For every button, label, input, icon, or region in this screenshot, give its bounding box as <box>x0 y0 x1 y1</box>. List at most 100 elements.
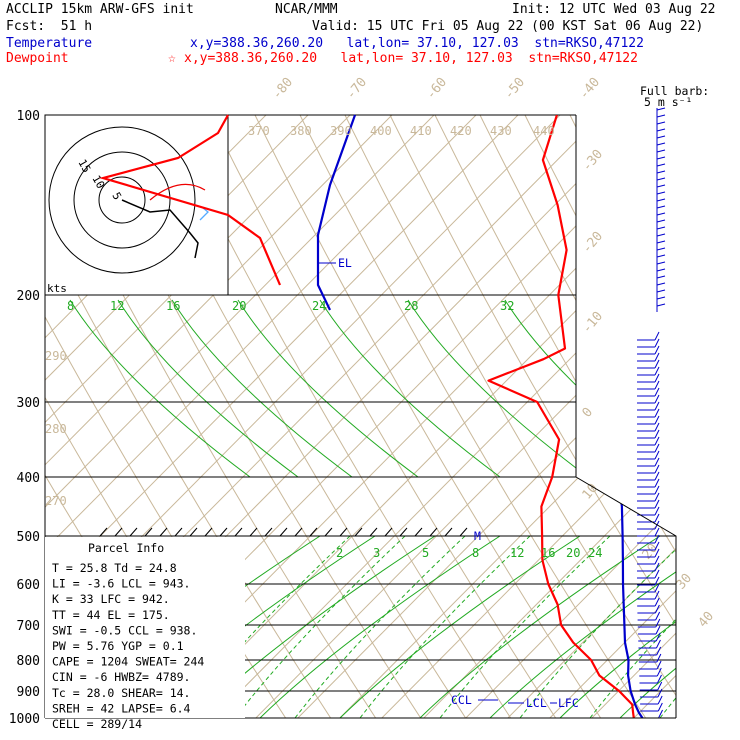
moist-adiabat-line <box>519 548 676 718</box>
moist-adiabat-line <box>359 536 531 718</box>
wind-barb <box>656 261 666 265</box>
dewpoint-legend: Dewpoint <box>6 51 69 66</box>
wind-barb-flag <box>654 373 660 383</box>
isotherm-label: -50 <box>502 75 529 103</box>
wind-barb-flag <box>654 485 660 495</box>
hodograph-rings <box>48 126 209 274</box>
temperature-legend: Temperature <box>6 36 92 51</box>
isotherm-line <box>569 115 676 718</box>
dry-adiabat-line <box>45 115 346 718</box>
wind-barb <box>656 177 666 181</box>
wind-barb-flag <box>654 576 660 586</box>
boundary-hatch <box>159 527 168 537</box>
mixing-ratio-line <box>339 536 581 718</box>
wind-barb-flag <box>656 646 662 656</box>
dry-adiabat-line <box>254 115 616 718</box>
mixing-ratio-label: 12 <box>510 546 524 560</box>
dry-adiabat-line <box>705 115 740 740</box>
dewpoint-station-info: x,y=388.36,260.20 lat,lon= 37.10, 127.03… <box>184 51 638 66</box>
wind-barb-flag <box>654 450 660 460</box>
boundary-hatch <box>444 527 453 537</box>
mixing-ratio-line <box>171 299 353 477</box>
isotherm-label: 0 <box>580 405 597 421</box>
wind-barb <box>656 226 666 230</box>
hodograph-trace <box>121 199 199 259</box>
isotherm-label: -70 <box>344 75 371 103</box>
mixing-ratio-line <box>69 299 251 477</box>
theta-label: 440 <box>533 124 555 138</box>
wind-barb-flag <box>654 331 660 341</box>
wind-barb-flag <box>654 345 660 355</box>
wind-barb <box>656 198 666 202</box>
pressure-tick-label: 900 <box>17 685 40 700</box>
mixing-ratio-line <box>237 299 419 477</box>
mixing-ratio-line <box>319 299 501 477</box>
wind-barb-flag <box>654 597 660 607</box>
pressure-tick-label: 600 <box>17 578 40 593</box>
wind-barb-flag <box>654 471 660 481</box>
isotherm-label: -30 <box>580 147 607 175</box>
theta-label: 430 <box>490 124 512 138</box>
wind-barb-flag <box>657 695 663 705</box>
boundary-hatch <box>219 527 228 537</box>
wind-barb-flag <box>657 674 662 684</box>
isotherm-label: -60 <box>424 75 451 103</box>
wind-barb-flag <box>654 506 660 516</box>
hodograph-ring <box>48 126 196 274</box>
wind-barb-flag <box>654 590 660 600</box>
mixing-ratio-label: 16 <box>541 546 555 560</box>
wind-barb <box>656 289 666 293</box>
wind-barb <box>656 303 666 307</box>
wind-barb-flag <box>654 352 660 362</box>
wind-barb <box>656 219 666 223</box>
wind-barb-flag <box>654 436 660 446</box>
wind-barb-flag <box>654 338 660 348</box>
theta-label-left: 270 <box>45 494 67 508</box>
dewpoint-profile-upper <box>98 114 282 286</box>
moist-adiabat-line <box>234 536 406 718</box>
mixing-ratio-label: 20 <box>232 299 246 313</box>
wind-barb-flag <box>655 618 661 628</box>
isotherm-line <box>45 115 435 718</box>
parcel-info-row: CELL = 289/14 <box>52 717 142 731</box>
barb-legend-line1: Full barb: <box>640 84 709 98</box>
valid-time: Valid: 15 UTC Fri 05 Aug 22 (00 KST Sat … <box>312 19 703 34</box>
boundary-hatch <box>384 527 393 537</box>
isotherm-line <box>45 115 393 718</box>
theta-label: 400 <box>370 124 392 138</box>
wind-barb <box>656 114 666 118</box>
hodograph-ring-label: 15 <box>75 157 93 175</box>
mixing-ratio-label: 28 <box>404 299 418 313</box>
moist-adiabat-line <box>294 536 466 718</box>
wind-barb <box>656 107 666 111</box>
wind-barb-flag <box>654 534 660 544</box>
wind-barb-flag <box>654 380 660 390</box>
isotherm-line <box>527 115 676 718</box>
dewpoint-profile <box>487 115 635 718</box>
wind-barb <box>656 254 666 258</box>
barb-legend: Full barb: 5 m s⁻¹ <box>640 84 709 109</box>
wind-barb-flag <box>654 478 660 488</box>
mixing-ratio-label: 2 <box>336 546 343 560</box>
wind-barb <box>656 191 666 195</box>
mixing-ratio-label: 32 <box>500 299 514 313</box>
wind-barb <box>656 212 666 216</box>
isotherm-line <box>275 115 676 718</box>
boundary-hatch <box>189 527 198 537</box>
wind-barb <box>656 275 666 279</box>
isotherm-line <box>0 115 14 740</box>
parcel-info-panel: Parcel Info T = 25.8 Td = 24.8 LI = -3.6 … <box>45 537 245 731</box>
isotherm-line <box>317 115 676 718</box>
isotherm-line <box>45 115 519 718</box>
mixing-ratio-label: 24 <box>588 546 602 560</box>
boundary-hatch <box>459 527 468 537</box>
wind-barb <box>656 163 666 167</box>
boundary-hatch <box>354 527 363 537</box>
boundary-hatch <box>369 527 378 537</box>
wind-barb-flag <box>657 702 663 712</box>
isotherm-label: -10 <box>580 309 607 337</box>
forecast-hour: Fcst: 51 h <box>6 19 92 34</box>
m-label: M <box>474 529 481 543</box>
wind-barb-flag <box>654 457 660 467</box>
boundary-hatch <box>129 527 138 537</box>
